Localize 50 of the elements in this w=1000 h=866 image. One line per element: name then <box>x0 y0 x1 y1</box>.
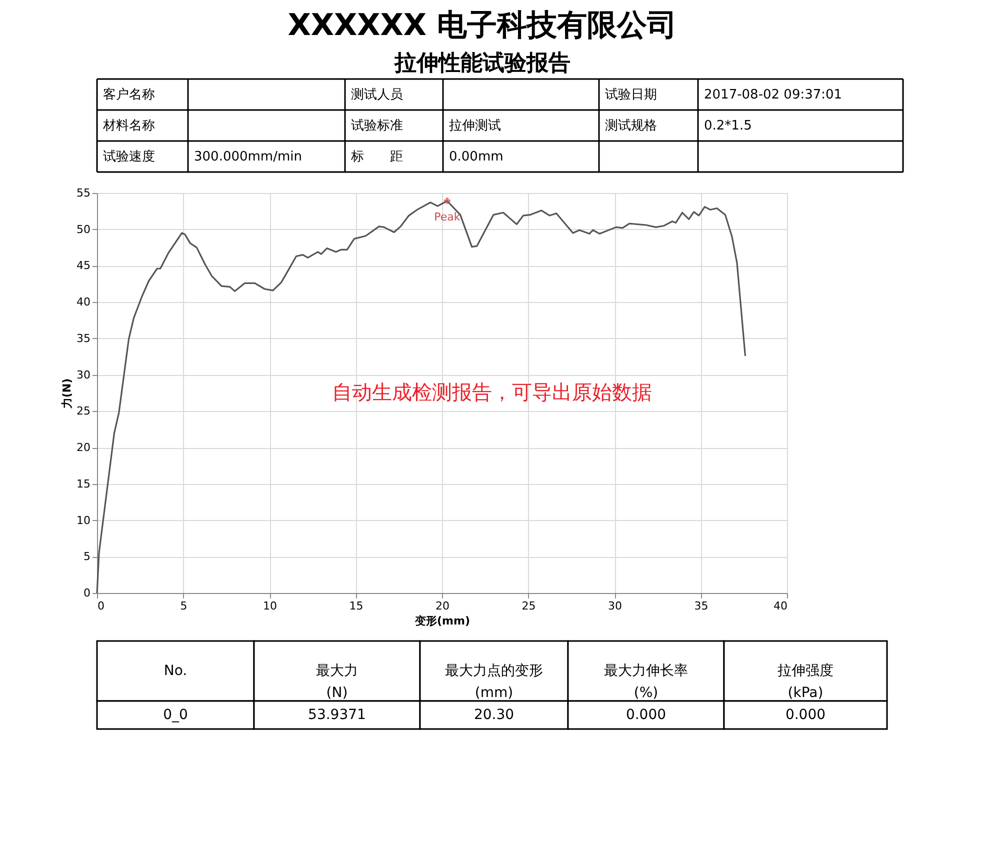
text: 0_0 <box>163 707 188 723</box>
y-tick-label: 5 <box>84 550 90 564</box>
text: 最大力点的变形 (mm) <box>445 663 543 701</box>
text: 最大力 (N) <box>316 663 358 701</box>
text: 试验标准 <box>351 118 403 134</box>
y-tick-label: 35 <box>76 332 90 345</box>
x-axis-title: 变形(mm) <box>414 614 470 628</box>
text: 试验速度 <box>103 148 155 164</box>
y-tick-label: 0 <box>84 586 90 600</box>
text: 2017-08-02 09:37:01 <box>704 88 842 102</box>
text: 20.30 <box>474 707 514 723</box>
text: 测试人员 <box>351 88 403 102</box>
text: 测试规格 <box>605 118 657 134</box>
annotation: Peak <box>434 210 461 224</box>
x-tick-label: 0 <box>98 600 104 612</box>
text: 拉伸强度 (kPa) <box>778 663 834 701</box>
y-tick-label: 10 <box>76 514 90 527</box>
text: 53.9371 <box>308 707 366 723</box>
y-tick-label: 40 <box>76 296 90 309</box>
x-tick-label: 10 <box>263 600 277 612</box>
y-tick-label: 20 <box>76 441 90 454</box>
text: 0.000 <box>785 707 826 723</box>
y-axis-title: 力(N) <box>60 378 74 410</box>
text: 材料名称 <box>102 118 155 134</box>
x-tick-label: 40 <box>774 600 788 612</box>
x-tick-label: 35 <box>694 600 708 612</box>
text: 客户名称 <box>103 86 155 102</box>
text: 拉伸测试 <box>449 118 501 134</box>
y-tick-label: 30 <box>76 368 90 382</box>
text: No. <box>164 663 188 679</box>
y-tick-label: 50 <box>76 222 90 236</box>
y-tick-label: 15 <box>76 477 90 490</box>
y-tick-label: 45 <box>76 259 90 272</box>
chart-subtitle: 拉伸性能试验报告 <box>393 50 570 76</box>
text: 0.00mm <box>449 150 504 164</box>
text: 0.2*1.5 <box>704 118 752 134</box>
x-tick-label: 5 <box>180 600 188 612</box>
y-tick-label: 25 <box>76 404 90 418</box>
text: 0.000 <box>626 707 666 723</box>
annotation: 自动生成检测报告，可导出原始数据 <box>332 380 652 404</box>
chart-title: XXXXXX 电子科技有限公司 <box>288 8 677 43</box>
text: 最大力伸长率 (%) <box>604 663 688 701</box>
x-tick-label: 30 <box>608 600 622 612</box>
y-tick-label: 55 <box>76 186 90 200</box>
text: 试验日期 <box>605 88 657 102</box>
text: 标 距 <box>350 150 403 164</box>
text: 300.000mm/min <box>194 150 302 164</box>
x-tick-label: 15 <box>349 600 364 612</box>
x-tick-label: 25 <box>522 600 536 612</box>
x-tick-label: 20 <box>436 600 450 612</box>
